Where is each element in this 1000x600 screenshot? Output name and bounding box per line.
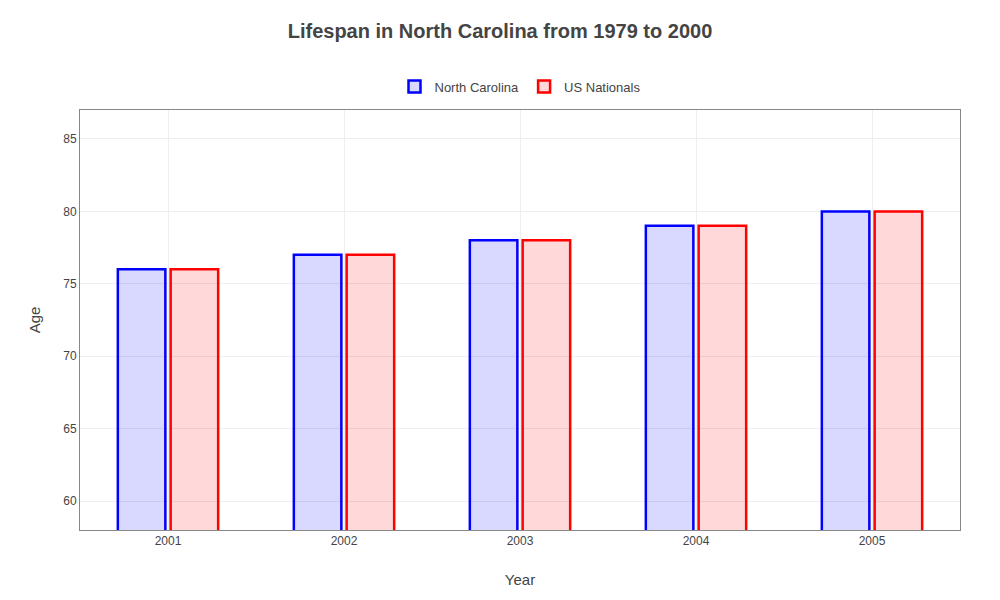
svg-text:80: 80 xyxy=(63,205,77,219)
svg-text:North Carolina: North Carolina xyxy=(435,80,520,95)
svg-text:US Nationals: US Nationals xyxy=(564,80,640,95)
svg-text:Lifespan in North Carolina fro: Lifespan in North Carolina from 1979 to … xyxy=(288,20,713,42)
svg-text:2002: 2002 xyxy=(331,534,358,548)
svg-text:75: 75 xyxy=(63,277,77,291)
svg-text:2005: 2005 xyxy=(859,534,886,548)
svg-text:Year: Year xyxy=(505,571,535,588)
svg-text:2003: 2003 xyxy=(507,534,534,548)
svg-text:2001: 2001 xyxy=(155,534,182,548)
svg-text:70: 70 xyxy=(63,349,77,363)
svg-text:60: 60 xyxy=(63,494,77,508)
svg-text:2004: 2004 xyxy=(683,534,710,548)
svg-text:Age: Age xyxy=(26,307,43,334)
svg-text:85: 85 xyxy=(63,132,77,146)
svg-text:65: 65 xyxy=(63,422,77,436)
